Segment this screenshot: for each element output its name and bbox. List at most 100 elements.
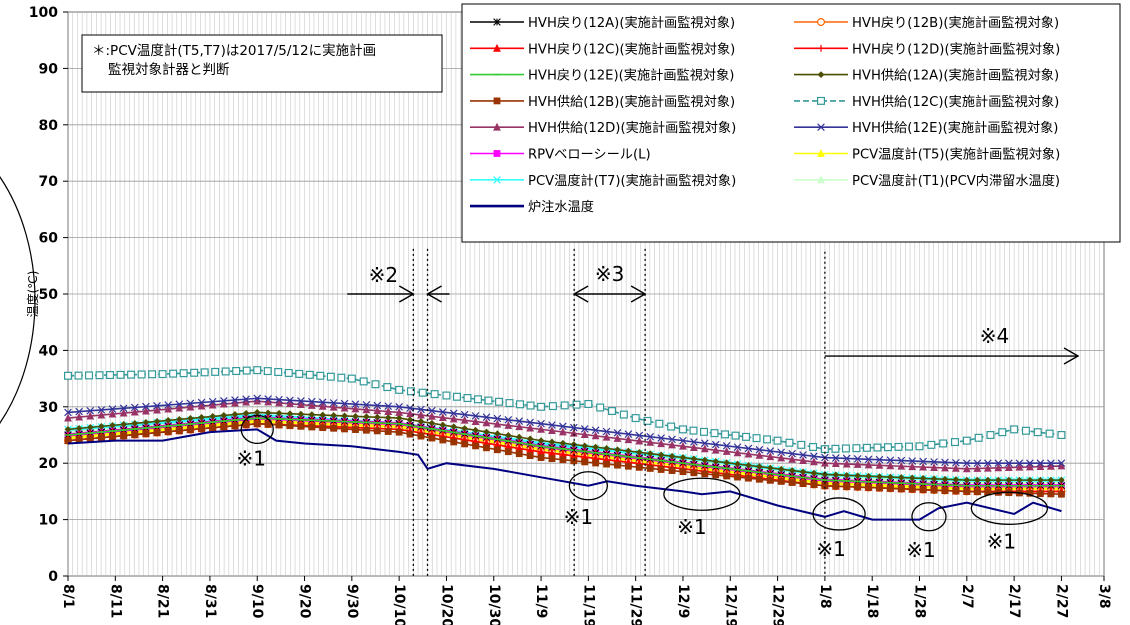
series-marker: [395, 408, 404, 416]
series-marker: [624, 462, 632, 470]
series-marker: [559, 456, 567, 464]
annotation-label: ※2: [369, 263, 398, 287]
series-marker: [347, 374, 356, 383]
series-marker: [635, 436, 644, 445]
series-marker: [351, 400, 360, 409]
series-8: [63, 366, 1066, 454]
series-marker: [821, 471, 829, 478]
series-marker: [119, 408, 128, 417]
legend-label: HVH戻り(12E)(実施計画監視対象): [528, 67, 734, 84]
series-marker: [962, 464, 971, 473]
series-marker: [130, 407, 139, 416]
series-marker: [897, 474, 905, 481]
legend-item: HVH供給(12B)(実施計画監視対象): [470, 93, 735, 110]
series-marker: [973, 488, 981, 496]
legend-item: HVH戻り(12A)(実施計画監視対象): [470, 14, 735, 31]
series-marker: [427, 411, 436, 420]
series-marker: [515, 417, 524, 425]
series-marker: [777, 465, 785, 473]
y-tick-label: 40: [39, 343, 59, 359]
annotation-label: ※1: [564, 505, 593, 529]
series-marker: [275, 409, 283, 417]
legend-marker: [493, 97, 501, 105]
series-marker: [722, 447, 731, 455]
series-marker: [994, 459, 1003, 468]
legend-item: HVH戻り(12D)(実施計画監視対象): [794, 40, 1060, 57]
series-marker: [305, 370, 314, 379]
series-marker: [373, 427, 381, 435]
series-marker: [560, 401, 569, 410]
legend-item: PCV温度計(T5)(実施計画監視対象): [794, 146, 1060, 163]
series-marker: [275, 395, 283, 404]
series-marker: [548, 426, 556, 435]
x-tick-label: 10/10: [391, 584, 407, 625]
series-marker: [809, 442, 818, 451]
series-marker: [493, 446, 501, 454]
series-marker: [504, 415, 513, 424]
y-tick-label: 20: [39, 456, 59, 472]
legend-marker: [817, 123, 825, 132]
x-tick-label: 8/11: [107, 584, 123, 618]
series-marker: [483, 444, 490, 452]
series-marker: [242, 421, 250, 429]
series-marker: [766, 464, 774, 472]
series-marker: [187, 415, 194, 422]
x-tick-label: 8/31: [202, 584, 218, 618]
legend-item: HVH戻り(12E)(実施計画監視対象): [470, 67, 734, 84]
series-marker: [810, 457, 818, 466]
series-marker: [831, 454, 840, 462]
period-arrow-head: [572, 285, 589, 303]
series-marker: [986, 431, 995, 440]
x-tick-label: 11/19: [580, 584, 596, 625]
series-marker: [439, 421, 447, 429]
series-marker: [984, 488, 992, 496]
series-marker: [853, 460, 862, 468]
series-line: [67, 428, 1062, 521]
series-marker: [710, 429, 719, 438]
series-marker: [295, 369, 304, 378]
series-marker: [558, 450, 567, 458]
series-marker: [75, 407, 83, 416]
legend: HVH戻り(12A)(実施計画監視対象) HVH戻り(12B)(実施計画監視対象)…: [461, 3, 1121, 243]
series-marker: [679, 436, 687, 445]
series-marker: [179, 369, 188, 378]
y-tick-label: 60: [39, 231, 59, 247]
annotation: ※2: [347, 248, 450, 576]
series-marker: [1004, 463, 1013, 471]
series-marker: [526, 445, 535, 454]
series-marker: [220, 412, 228, 419]
series-marker: [646, 465, 654, 472]
series-marker: [352, 426, 359, 433]
series-marker: [1005, 476, 1013, 484]
x-tick-label: 8/1: [60, 584, 76, 609]
series-marker: [515, 444, 524, 452]
annotation-label: ※1: [906, 538, 935, 562]
series-marker: [383, 383, 392, 392]
series-marker: [515, 433, 523, 441]
series-marker: [700, 427, 709, 436]
series-marker: [516, 400, 525, 409]
series-marker: [86, 423, 94, 431]
series-marker: [569, 423, 578, 432]
series-marker: [307, 397, 316, 406]
y-tick-label: 0: [48, 569, 58, 585]
series-marker: [471, 412, 480, 420]
annotation-circle: [911, 502, 947, 532]
y-tick-label: 50: [39, 287, 59, 303]
series-marker: [330, 412, 338, 419]
series-marker: [384, 428, 392, 435]
series-marker: [596, 403, 605, 412]
series-marker: [86, 406, 95, 415]
series-marker: [745, 474, 752, 482]
series-marker: [679, 468, 687, 476]
series-marker: [537, 419, 545, 428]
series-marker: [864, 460, 873, 469]
annotation-circle: [970, 491, 1049, 525]
series-marker: [755, 463, 763, 471]
y-tick-label: 100: [29, 5, 58, 21]
series-marker: [853, 455, 862, 463]
annotation-circle: [812, 497, 866, 531]
series-6: [64, 409, 1065, 484]
series-marker: [763, 435, 772, 444]
series-marker: [130, 403, 139, 412]
